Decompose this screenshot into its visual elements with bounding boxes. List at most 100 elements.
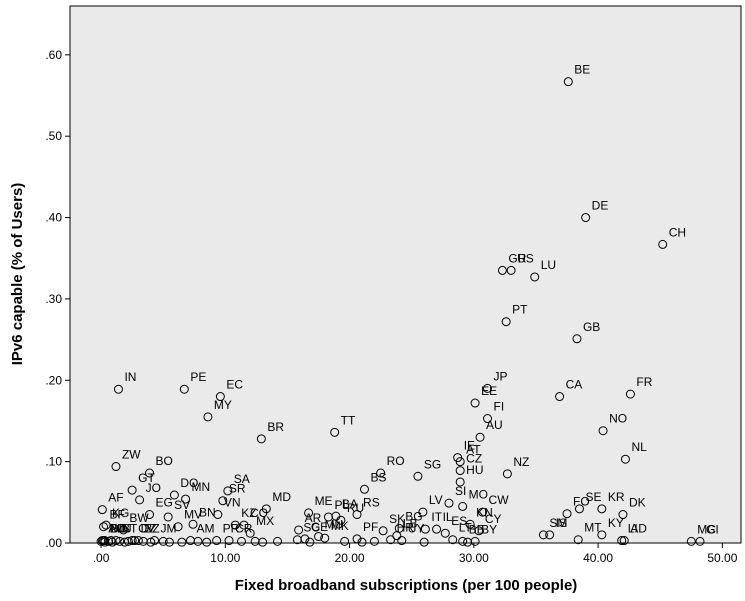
data-point-jm	[149, 536, 159, 546]
point-label-ar: AR	[305, 511, 322, 525]
point-label-hr: HR	[397, 521, 415, 535]
data-point-bt	[111, 536, 121, 546]
x-tick-label: .00	[93, 551, 110, 565]
data-point-no	[598, 426, 608, 436]
axes: .00 10.00 20.00 30.00 40.00 50.00 .00 .10 .20 .30…	[45, 48, 737, 565]
point-label-si: SI	[455, 484, 466, 498]
point-label-dj: DJ	[117, 522, 132, 536]
data-point-ch	[658, 239, 668, 249]
point-label-sm: SM	[549, 516, 567, 530]
y-tick-label: .40	[45, 211, 62, 225]
data-point-be	[563, 77, 573, 87]
data-point-co	[239, 520, 249, 530]
point-label-lt: LT	[459, 521, 473, 535]
x-tick-label: 50.00	[707, 551, 737, 565]
point-label-sa: SA	[234, 472, 250, 486]
data-point	[158, 536, 168, 546]
point-label-gr: GR	[508, 251, 526, 265]
data-point	[164, 537, 174, 547]
data-point	[236, 536, 246, 546]
point-label-es: ES	[451, 514, 467, 528]
point-label-ad: AD	[630, 522, 647, 536]
data-point-ec	[215, 392, 225, 402]
point-label-bs: BS	[370, 470, 386, 484]
point-label-mu: MU	[325, 517, 344, 531]
data-point-sa	[223, 486, 233, 496]
point-label-vn: VN	[224, 496, 241, 510]
point-label-li: LI	[628, 522, 638, 536]
data-point-bn	[188, 519, 198, 529]
data-point-si	[444, 498, 454, 508]
data-point-jo	[135, 495, 145, 505]
y-tick-label: .20	[45, 373, 62, 387]
data-point-bw	[118, 525, 128, 535]
point-label-cw: CW	[489, 493, 510, 507]
point-label-bj: BJ	[110, 522, 124, 536]
data-point-mx	[245, 528, 255, 538]
point-label-jo: JO	[146, 481, 161, 495]
data-point-pe	[179, 384, 189, 394]
data-point	[202, 537, 212, 547]
point-label-bt: BT	[122, 522, 138, 536]
point-label-bg: BG	[405, 509, 422, 523]
data-point-af	[97, 505, 107, 515]
data-point-by	[470, 536, 480, 546]
data-point-mu	[314, 531, 324, 541]
point-label-zw: ZW	[122, 448, 141, 462]
point-label-sk: SK	[389, 512, 405, 526]
point-label-fo: FO	[573, 495, 590, 509]
point-label-il: IL	[443, 510, 453, 524]
data-point-au	[475, 432, 485, 442]
point-label-pl: PL	[334, 498, 349, 512]
point-label-nl: NL	[631, 440, 647, 454]
y-tick-label: .50	[45, 129, 62, 143]
point-label-ec: EC	[226, 378, 243, 392]
point-label-mt: MT	[584, 521, 602, 535]
data-point-kz	[230, 520, 240, 530]
point-label-ao: AO	[108, 522, 125, 536]
point-label-my: MY	[214, 398, 232, 412]
point-label-bw: BW	[129, 511, 149, 525]
data-point-sr	[218, 496, 228, 506]
data-point	[177, 537, 187, 547]
data-point-se	[574, 504, 584, 514]
data-point-dj	[106, 536, 116, 546]
point-label-gt: GT	[138, 471, 155, 485]
data-point-fr	[625, 389, 635, 399]
point-label-fr: FR	[636, 375, 652, 389]
point-label-it: IT	[431, 510, 442, 524]
data-point-mo	[458, 501, 468, 511]
data-point-nz	[502, 469, 512, 479]
point-label-tt: TT	[341, 413, 356, 427]
data-point-gb	[572, 334, 582, 344]
data-point-pr	[212, 536, 222, 546]
x-tick-label: 20.00	[335, 551, 365, 565]
point-label-pr: PR	[223, 522, 240, 536]
data-point-mk	[320, 533, 330, 543]
data-point-in	[113, 384, 123, 394]
data-point-bo	[145, 468, 155, 478]
data-point-bb	[458, 536, 468, 546]
point-label-gi: GI	[706, 522, 719, 536]
data-point-ee	[470, 398, 480, 408]
point-label-dz: DZ	[141, 522, 157, 536]
point-label-ru: RU	[347, 501, 364, 515]
data-point-il	[432, 524, 442, 534]
data-point	[115, 536, 125, 546]
data-point-rs	[352, 510, 362, 520]
point-label-in: IN	[124, 370, 136, 384]
data-point-at	[455, 457, 465, 467]
point-label-gb: GB	[583, 320, 600, 334]
point-label-ie: IE	[464, 439, 475, 453]
point-label-ba: BA	[342, 497, 358, 511]
data-point-sv	[163, 512, 173, 522]
data-point-cr	[224, 536, 234, 546]
data-point-hu	[455, 477, 465, 487]
data-point-es	[440, 528, 450, 538]
data-point-it	[420, 524, 430, 534]
point-label-bn: BN	[199, 505, 216, 519]
data-point-gt	[127, 485, 137, 495]
point-label-me: ME	[315, 494, 333, 508]
plot-background	[69, 5, 742, 544]
